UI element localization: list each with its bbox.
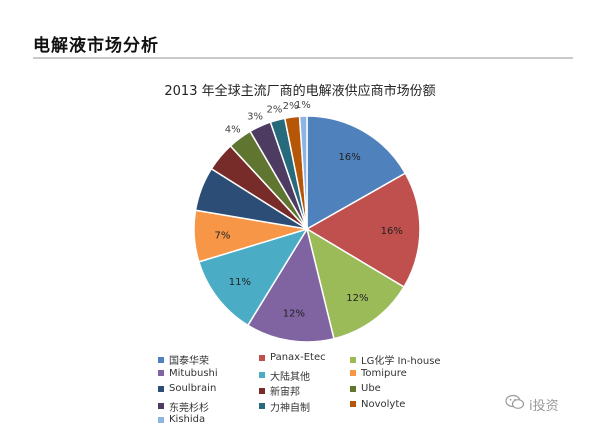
pie-slice (305, 172, 421, 289)
legend-item: LG化学 In-house (350, 352, 441, 367)
legend-label: Novolyte (361, 398, 406, 410)
legend-swatch (158, 403, 164, 409)
legend-swatch (259, 372, 265, 378)
legend-label: Panax-Etec (270, 352, 326, 363)
data-label: 2% (283, 101, 299, 112)
data-label: 12% (283, 309, 305, 320)
pie-slice (305, 227, 406, 340)
data-label: 16% (381, 226, 403, 237)
data-label: 1% (295, 100, 311, 111)
data-label: 11% (229, 277, 251, 288)
legend-label: 力神自制 (270, 402, 310, 414)
data-label: 12% (346, 293, 368, 304)
data-label: 16% (339, 152, 361, 163)
legend-swatch (350, 370, 356, 376)
legend-item: Tomipure (350, 368, 407, 379)
data-label: 4% (225, 124, 241, 135)
watermark: i投资 (505, 394, 559, 414)
legend-label: 国泰华荣 (169, 356, 209, 367)
legend-swatch (158, 385, 164, 392)
pie-slice (197, 227, 309, 327)
legend-item: Novolyte (350, 399, 405, 410)
legend-swatch (350, 356, 356, 363)
chart-title: 2013 年全球主流厂商的电解液供应商市场份额 (164, 84, 436, 99)
legend-item: 新宙邦 (259, 383, 300, 398)
page-title: 电解液市场分析 (33, 36, 159, 56)
legend-label: 大陆其他 (270, 371, 310, 383)
legend-swatch (350, 401, 356, 407)
legend-label: 新宙邦 (270, 387, 300, 398)
legend-item: Panax-Etec (259, 352, 326, 363)
legend-swatch (259, 354, 265, 361)
legend-item: Ube (350, 383, 381, 394)
legend-label: 东莞杉杉 (169, 402, 209, 414)
legend-item: 大陆其他 (259, 368, 310, 383)
legend-swatch (158, 416, 164, 423)
legend-item: 国泰华荣 (158, 352, 209, 367)
legend-label: Kishida (169, 414, 206, 425)
legend-item: 力神自制 (259, 399, 310, 414)
data-label: 7% (214, 230, 230, 241)
legend-label: Soulbrain (169, 383, 217, 394)
legend-item: Kishida (158, 414, 205, 425)
legend-item: Mitubushi (158, 368, 218, 379)
pie-slice (306, 115, 407, 231)
legend-swatch (259, 387, 265, 394)
legend-swatch (158, 370, 164, 376)
legend-label: Mitubushi (169, 367, 218, 379)
watermark-text: i投资 (529, 398, 559, 414)
legend-label: Tomipure (361, 367, 407, 379)
title-divider (33, 57, 573, 59)
legend-item: 东莞杉杉 (158, 399, 209, 414)
pie-slice (246, 227, 335, 343)
legend-label: LG化学 In-house (361, 356, 441, 367)
legend-swatch (158, 356, 164, 363)
legend-swatch (259, 403, 265, 409)
legend-swatch (350, 385, 356, 392)
data-label: 3% (247, 111, 263, 122)
legend-label: Ube (361, 383, 381, 394)
legend-item: Soulbrain (158, 383, 216, 394)
wechat-logo-icon (505, 394, 525, 414)
pie-slice (298, 115, 308, 230)
data-label: 2% (266, 104, 282, 115)
